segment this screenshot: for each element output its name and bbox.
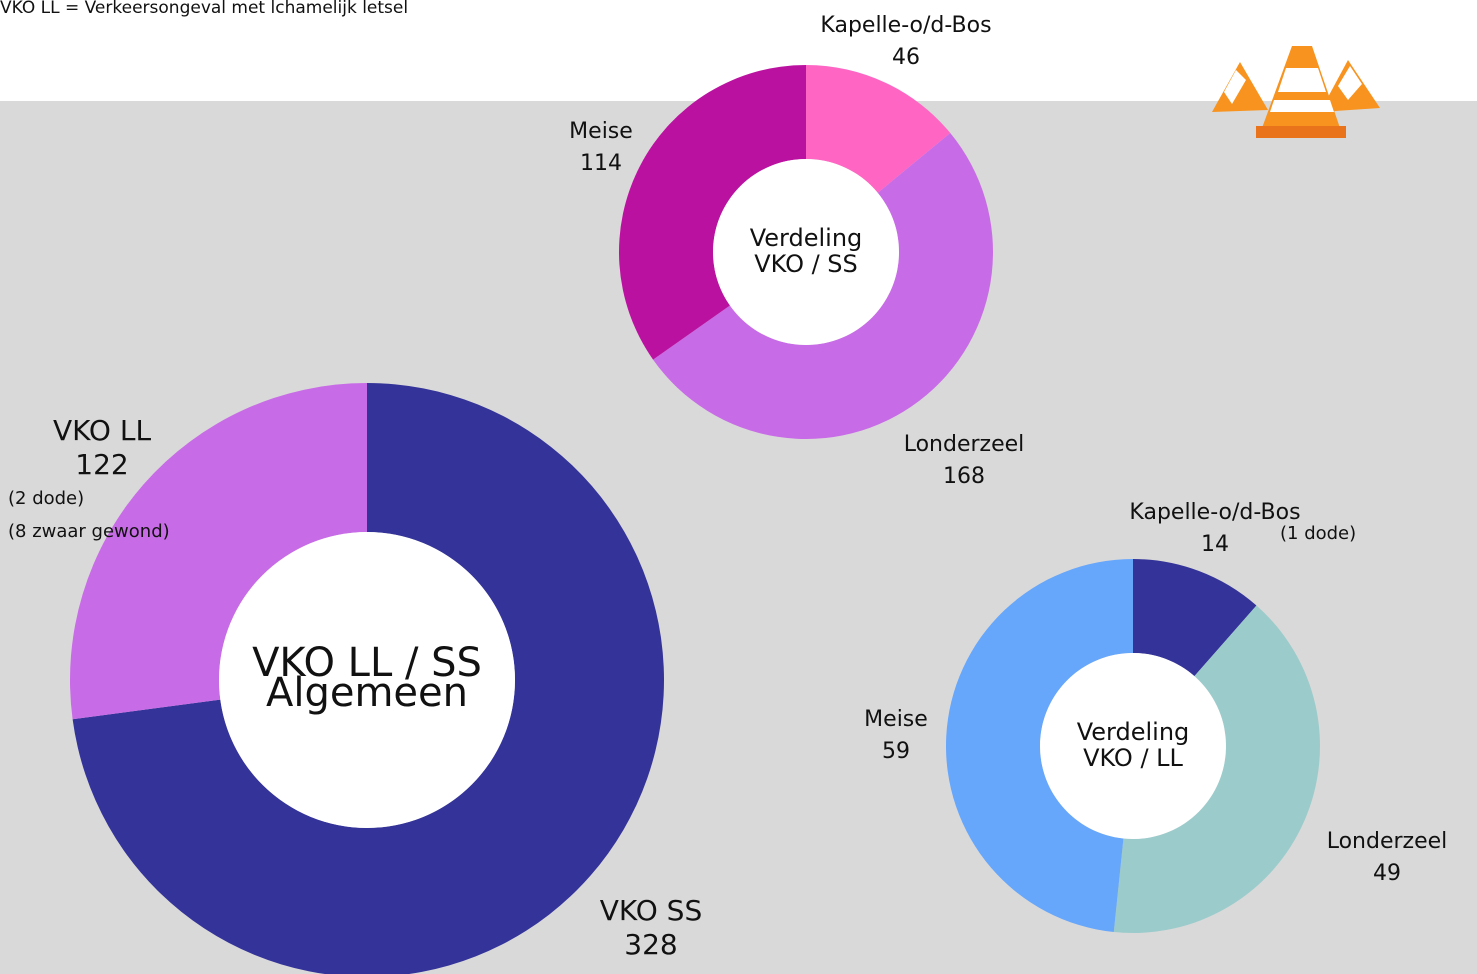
segment-value: 328 — [624, 928, 677, 961]
annotation: (2 dode) — [8, 488, 84, 509]
segment-value: 122 — [75, 448, 128, 481]
segment-label: Kapelle-o/d-Bos — [820, 13, 991, 38]
annotation: (8 zwaar gewond) — [8, 521, 170, 542]
header-text: VKO LL = Verkeersongeval met lchamelijk … — [0, 0, 408, 18]
annotation: (1 dode) — [1280, 523, 1356, 544]
segment-label: Meise — [569, 119, 633, 144]
segment-value: 49 — [1373, 861, 1401, 886]
segment-label: VKO SS — [600, 894, 702, 927]
center-label: VKO / SS — [754, 250, 858, 278]
segment-label: Kapelle-o/d-Bos — [1129, 500, 1300, 525]
segment-label: VKO LL — [53, 414, 152, 447]
segment-value: 59 — [882, 739, 910, 764]
center-label: VKO / LL — [1083, 744, 1183, 772]
center-label: Algemeen — [266, 670, 468, 716]
center-label: Verdeling — [1077, 718, 1190, 746]
segment-label: Londerzeel — [1327, 829, 1448, 854]
segment-value: 168 — [943, 464, 985, 489]
segment-value: 114 — [580, 151, 622, 176]
segment-label: Meise — [864, 707, 928, 732]
infographic: VKO LL = Verkeersongeval met lchamelijk … — [0, 0, 1477, 974]
segment-label: Londerzeel — [904, 432, 1025, 457]
segment-value: 46 — [892, 45, 920, 70]
center-label: Verdeling — [750, 224, 863, 252]
page: VKO LL = Verkeersongeval met lchamelijk … — [0, 0, 1477, 974]
segment-value: 14 — [1201, 532, 1229, 557]
